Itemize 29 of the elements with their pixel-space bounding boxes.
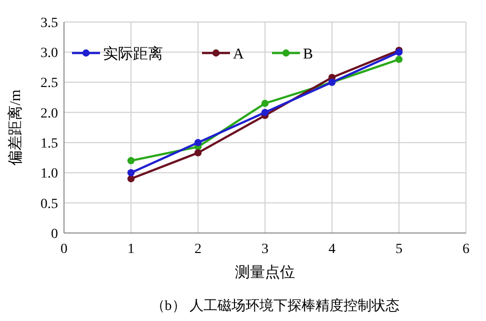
legend-label: B (303, 46, 314, 62)
text: （b） 人工磁场环境下探棒精度控制状态 (150, 298, 400, 314)
x-tick-label: 6 (462, 242, 470, 257)
x-tick-label: 3 (262, 242, 268, 257)
point (127, 175, 135, 182)
point (127, 169, 135, 176)
point (395, 56, 403, 63)
point (194, 149, 202, 156)
legend-label: A (233, 46, 244, 62)
y-tick-label: 2.0 (40, 106, 58, 122)
y-tick-label: 3.0 (40, 46, 58, 62)
x-tick-label: 4 (328, 242, 336, 257)
point (261, 108, 269, 116)
x-axis-title: 测量点位 (235, 264, 295, 281)
y-tick-label: 0 (51, 226, 58, 242)
y-tick-label: 3.5 (40, 16, 58, 31)
y-tick-label: 2.5 (40, 76, 58, 92)
legend-label: 实际距离 (103, 45, 163, 62)
point (261, 100, 269, 107)
y-axis-title: 偏差距离/m (7, 89, 24, 166)
x-tick-label: 1 (128, 242, 134, 257)
point (194, 138, 202, 146)
x-tick-label: 2 (194, 242, 202, 257)
y-tick-label: 0.5 (40, 196, 58, 212)
point (127, 157, 135, 164)
y-tick-label: 1.5 (40, 136, 58, 152)
y-tick-label: 1.0 (40, 166, 58, 182)
x-tick-label: 0 (60, 242, 68, 257)
x-tick-label: 5 (396, 242, 402, 257)
